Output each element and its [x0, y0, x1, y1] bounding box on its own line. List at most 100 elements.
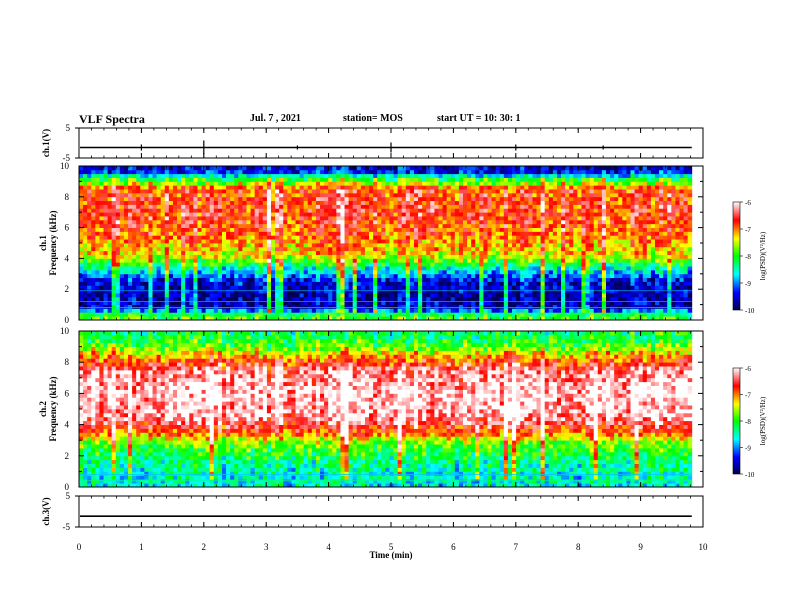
ch1-spectrogram-cell — [201, 169, 207, 175]
ch1-spectrogram-cell — [128, 189, 133, 194]
ch1-spectrogram-cell — [532, 200, 537, 205]
ch1-spectrogram-cell — [189, 296, 194, 302]
ch1-spectrogram-cell — [426, 293, 431, 298]
ch1-spectrogram-cell — [79, 196, 84, 202]
ch1-spectrogram-cell — [524, 216, 529, 221]
ch1-spectrogram-cell — [438, 293, 443, 298]
ch1-spectrogram-cell — [467, 296, 472, 302]
ch1-spectrogram-cell — [136, 285, 141, 290]
ch1-spectrogram-cell — [528, 289, 533, 294]
ch1-spectrogram-cell — [315, 227, 321, 232]
ch1-spectrogram-cell — [311, 266, 317, 271]
ch1-spectrogram-cell — [507, 258, 513, 263]
ch1-spectrogram-cell — [295, 200, 300, 205]
ch1-spectrogram-cell — [369, 192, 374, 198]
ch1-spectrogram-cell — [467, 192, 472, 198]
ch1-spectrogram-cell — [561, 173, 566, 178]
ch1-spectrogram-cell — [250, 308, 256, 313]
ch1-spectrogram-cell — [205, 308, 211, 313]
ch1-spectrogram-cell — [516, 316, 521, 321]
ch1-spectrogram-cell — [528, 293, 533, 298]
ch1-spectrogram-cell — [189, 262, 194, 267]
ch1-spectrogram-cell — [499, 246, 505, 252]
ch1-spectrogram-cell — [226, 181, 231, 186]
ch1-spectrogram-cell — [250, 246, 256, 252]
ch1-spectrogram-cell — [283, 223, 288, 228]
ch1-spectrogram-cell — [262, 269, 268, 275]
ch1-spectrogram-cell — [217, 304, 223, 309]
ch1-spectrogram-cell — [438, 216, 443, 221]
ch1-spectrogram-cell — [418, 250, 423, 255]
ch1-spectrogram-cell — [123, 296, 129, 302]
ch1-spectrogram-cell — [397, 262, 403, 267]
ch1-spectrogram-cell — [454, 312, 460, 317]
ch1-spectrogram-cell — [344, 235, 350, 240]
ch1-spectrogram-cell — [87, 312, 92, 317]
ch1-spectrogram-cell — [262, 196, 268, 202]
ch1-spectrogram-cell — [479, 289, 484, 294]
ch1-spectrogram-cell — [295, 231, 300, 236]
ch1-spectrogram-cell — [422, 262, 427, 267]
ch1-spectrogram-cell — [238, 200, 243, 205]
ch1-spectrogram-cell — [262, 173, 268, 178]
ch1-spectrogram-cell — [512, 227, 517, 232]
ch1-spectrogram-cell — [144, 239, 149, 244]
ch1-spectrogram-cell — [364, 246, 370, 252]
ch1-spectrogram-cell — [238, 316, 243, 321]
ch1-spectrogram-cell — [516, 223, 521, 228]
ch1-spectrogram-cell — [258, 200, 264, 205]
ch1-spectrogram-cell — [160, 246, 166, 252]
ch1-spectrogram-cell — [119, 296, 125, 302]
ch1-spectrogram-cell — [279, 273, 284, 279]
ch1-spectrogram-cell — [495, 293, 501, 298]
ch1-spectrogram-cell — [463, 208, 468, 213]
ch1-spectrogram-cell — [132, 266, 137, 271]
ch1-spectrogram-cell — [544, 196, 550, 202]
ch1-spectrogram-cell — [397, 304, 403, 309]
ch1-spectrogram-cell — [83, 243, 88, 248]
ch1-spectrogram-cell — [168, 304, 174, 309]
ch1-spectrogram-cell — [442, 208, 448, 213]
ch1-spectrogram-cell — [336, 285, 341, 290]
ch1-spectrogram-cell — [524, 177, 529, 182]
ch1-spectrogram-cell — [164, 281, 170, 286]
ch1-spectrogram-cell — [471, 250, 476, 255]
ch1-spectrogram-cell — [295, 227, 300, 232]
ch1-spectrogram-cell — [332, 189, 337, 194]
ch1-spectrogram-cell — [111, 277, 117, 282]
ch1-spectrogram-cell — [373, 223, 378, 228]
ch1-spectrogram-cell — [181, 177, 186, 182]
ch1-spectrogram-cell — [172, 266, 178, 271]
ch1-spectrogram-cell — [287, 273, 292, 279]
ch1-spectrogram-cell — [242, 189, 247, 194]
ch1-spectrogram-cell — [556, 219, 562, 225]
ch1-spectrogram-cell — [344, 227, 350, 232]
ch1-spectrogram-cell — [295, 169, 300, 175]
ch1-spectrogram-cell — [242, 281, 247, 286]
ch1-spectrogram-cell — [303, 258, 309, 263]
ch1-spectrogram-cell — [552, 231, 558, 236]
ch1-spectrogram-cell — [336, 235, 341, 240]
ch1-spectrogram-cell — [561, 169, 566, 175]
ch1-spectrogram-cell — [454, 212, 460, 217]
ch1-spectrogram-cell — [303, 189, 309, 194]
ch1-spectrogram-cell — [250, 181, 256, 186]
ch1-spectrogram-cell — [454, 308, 460, 313]
ch1-spectrogram-cell — [79, 258, 84, 263]
ch1-spectrogram-cell — [185, 269, 190, 275]
ch1-spectrogram-cell — [516, 258, 521, 263]
ch1-spectrogram-cell — [238, 192, 243, 198]
ch1-spectrogram-cell — [283, 173, 288, 178]
ch1-spectrogram-cell — [197, 177, 202, 182]
ch1-spectrogram-cell — [320, 296, 325, 302]
ch1-spectrogram-cell — [168, 273, 174, 279]
ch1-spectrogram-cell — [438, 235, 443, 240]
ch1-spectrogram-cell — [516, 189, 521, 194]
ch1-spectrogram-cell — [336, 289, 341, 294]
ch1-spectrogram-cell — [479, 281, 484, 286]
ch1-spectrogram-cell — [385, 289, 390, 294]
ch1-spectrogram-cell — [397, 239, 403, 244]
ch1-spectrogram-cell — [91, 200, 96, 205]
ch1-spectrogram-cell — [565, 173, 570, 178]
ch1-spectrogram-cell — [409, 185, 415, 190]
